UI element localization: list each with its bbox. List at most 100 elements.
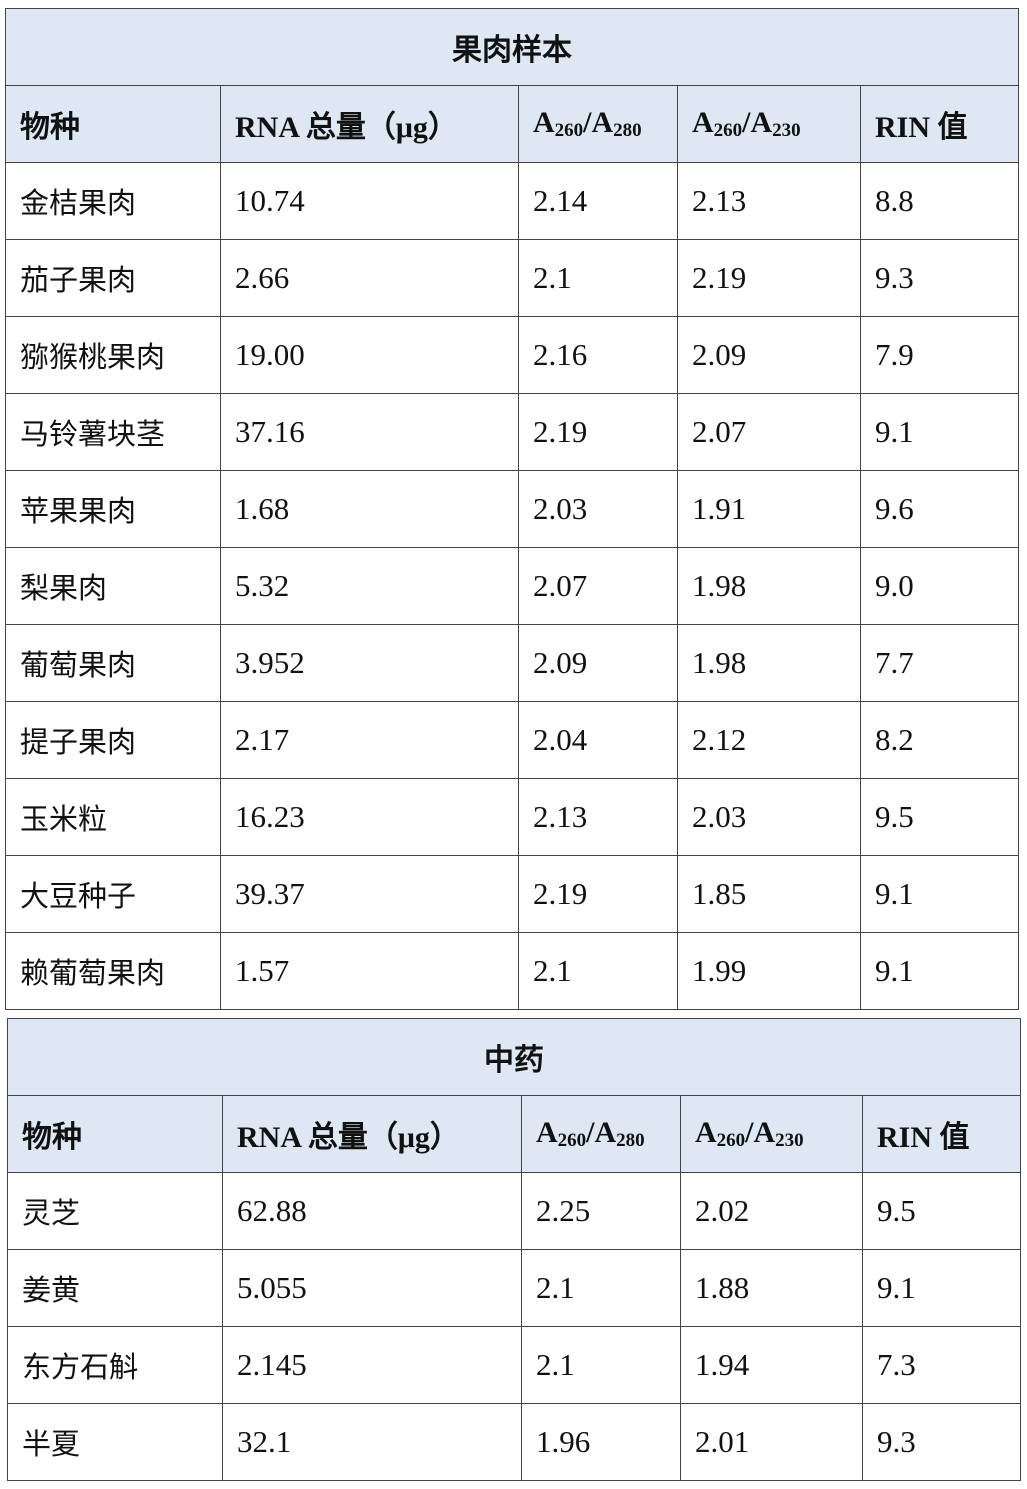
header-a280-part: /A — [586, 1116, 617, 1149]
cell-species: 灵芝 — [7, 1172, 223, 1250]
section-title-row: 果肉样本 — [4, 8, 1020, 86]
cell-species: 姜黄 — [7, 1249, 223, 1327]
table-row: 灵芝 62.88 2.25 2.02 9.5 — [7, 1172, 1022, 1250]
cell-a260-a280: 2.1 — [521, 1326, 681, 1404]
header-a280-part: 260 — [554, 120, 584, 141]
header-rin: RIN 值 — [859, 85, 1020, 163]
cell-species: 玉米粒 — [5, 778, 221, 856]
cell-a260-a280: 2.25 — [521, 1172, 681, 1250]
table-row: 东方石斛 2.145 2.1 1.94 7.3 — [7, 1326, 1022, 1404]
cell-rna-total: 37.16 — [220, 393, 519, 471]
table-row: 半夏 32.1 1.96 2.01 9.3 — [7, 1403, 1022, 1481]
header-a230-part: 230 — [772, 120, 801, 141]
header-a230-part: /A — [742, 106, 773, 139]
cell-rin: 8.8 — [859, 162, 1020, 240]
cell-a260-a230: 2.09 — [677, 316, 861, 394]
cell-rin: 9.1 — [859, 393, 1020, 471]
cell-rna-total: 1.57 — [220, 932, 519, 1010]
cell-species: 葡萄果肉 — [5, 624, 221, 702]
cell-rna-total: 2.66 — [220, 239, 519, 317]
cell-species: 大豆种子 — [5, 855, 221, 933]
header-a230: A260/A230 — [680, 1095, 863, 1173]
cell-a260-a280: 2.09 — [518, 624, 678, 702]
table-row: 葡萄果肉 3.952 2.09 1.98 7.7 — [5, 624, 1020, 702]
cell-a260-a230: 1.99 — [677, 932, 861, 1010]
header-row: 物种 RNA 总量（μg） A260/A280 A260/A230 RIN 值 — [5, 85, 1020, 163]
cell-a260-a230: 1.85 — [677, 855, 861, 933]
cell-rin: 9.3 — [859, 239, 1020, 317]
cell-a260-a230: 1.98 — [677, 624, 861, 702]
cell-species: 提子果肉 — [5, 701, 221, 779]
table-row: 苹果果肉 1.68 2.03 1.91 9.6 — [5, 470, 1020, 548]
cell-rna-total: 62.88 — [222, 1172, 522, 1250]
header-a230-part: /A — [745, 1116, 776, 1149]
cell-rin: 9.5 — [861, 1172, 1022, 1250]
cell-a260-a280: 2.03 — [518, 470, 678, 548]
table-row: 梨果肉 5.32 2.07 1.98 9.0 — [5, 547, 1020, 625]
cell-a260-a280: 2.16 — [518, 316, 678, 394]
cell-rna-total: 32.1 — [222, 1403, 522, 1481]
cell-a260-a280: 2.04 — [518, 701, 678, 779]
header-rna-total: RNA 总量（μg） — [220, 85, 519, 163]
header-a280-part: 280 — [613, 120, 642, 141]
cell-rna-total: 1.68 — [220, 470, 519, 548]
table-row: 赖葡萄果肉 1.57 2.1 1.99 9.1 — [5, 932, 1020, 1010]
cell-rna-total: 5.32 — [220, 547, 519, 625]
cell-a260-a280: 2.1 — [521, 1249, 681, 1327]
cell-rna-total: 39.37 — [220, 855, 519, 933]
cell-a260-a280: 2.14 — [518, 162, 678, 240]
cell-rin: 7.3 — [861, 1326, 1022, 1404]
header-row: 物种 RNA 总量（μg） A260/A280 A260/A230 RIN 值 — [7, 1095, 1022, 1173]
cell-rin: 9.1 — [859, 855, 1020, 933]
header-species: 物种 — [5, 85, 221, 163]
section-title-row: 中药 — [6, 1018, 1022, 1096]
header-a230-part: 230 — [775, 1130, 804, 1151]
header-a280-part: A — [536, 1116, 558, 1149]
cell-a260-a230: 1.94 — [680, 1326, 863, 1404]
cell-species: 猕猴桃果肉 — [5, 316, 221, 394]
cell-species: 金桔果肉 — [5, 162, 221, 240]
header-a280-part: 260 — [557, 1130, 587, 1151]
cell-species: 半夏 — [7, 1403, 223, 1481]
cell-species: 梨果肉 — [5, 547, 221, 625]
header-a280-part: /A — [583, 106, 614, 139]
cell-rna-total: 2.145 — [222, 1326, 522, 1404]
header-a230-part: A — [692, 106, 714, 139]
cell-species: 赖葡萄果肉 — [5, 932, 221, 1010]
header-a280-part: A — [533, 106, 555, 139]
section-title: 中药 — [6, 1018, 1022, 1096]
cell-a260-a230: 2.19 — [677, 239, 861, 317]
cell-a260-a230: 2.13 — [677, 162, 861, 240]
table-row: 大豆种子 39.37 2.19 1.85 9.1 — [5, 855, 1020, 933]
cell-species: 茄子果肉 — [5, 239, 221, 317]
cell-species: 马铃薯块茎 — [5, 393, 221, 471]
header-rin: RIN 值 — [861, 1095, 1022, 1173]
cell-rna-total: 3.952 — [220, 624, 519, 702]
cell-species: 东方石斛 — [7, 1326, 223, 1404]
cell-rin: 9.1 — [859, 932, 1020, 1010]
cell-a260-a280: 2.1 — [518, 932, 678, 1010]
cell-rin: 7.7 — [859, 624, 1020, 702]
cell-rin: 8.2 — [859, 701, 1020, 779]
cell-rna-total: 2.17 — [220, 701, 519, 779]
header-species: 物种 — [7, 1095, 223, 1173]
cell-a260-a230: 2.12 — [677, 701, 861, 779]
table-row: 玉米粒 16.23 2.13 2.03 9.5 — [5, 778, 1020, 856]
table-row: 金桔果肉 10.74 2.14 2.13 8.8 — [5, 162, 1020, 240]
table-row: 猕猴桃果肉 19.00 2.16 2.09 7.9 — [5, 316, 1020, 394]
cell-rin: 9.3 — [861, 1403, 1022, 1481]
cell-a260-a230: 2.03 — [677, 778, 861, 856]
cell-a260-a280: 1.96 — [521, 1403, 681, 1481]
table-row: 姜黄 5.055 2.1 1.88 9.1 — [7, 1249, 1022, 1327]
header-a280-part: 280 — [616, 1130, 645, 1151]
cell-rin: 9.0 — [859, 547, 1020, 625]
header-a280: A260/A280 — [521, 1095, 681, 1173]
cell-rna-total: 5.055 — [222, 1249, 522, 1327]
header-a280: A260/A280 — [518, 85, 678, 163]
cell-rin: 9.1 — [861, 1249, 1022, 1327]
table-row: 茄子果肉 2.66 2.1 2.19 9.3 — [5, 239, 1020, 317]
fruit-table: 果肉样本 物种 RNA 总量（μg） A260/A280 A260/A230 RIN 值金… — [4, 8, 1020, 1010]
header-a230-part: A — [695, 1116, 717, 1149]
herb-table: 中药 物种 RNA 总量（μg） A260/A280 A260/A230 RIN 值灵芝 6… — [6, 1018, 1022, 1481]
cell-rin: 9.6 — [859, 470, 1020, 548]
